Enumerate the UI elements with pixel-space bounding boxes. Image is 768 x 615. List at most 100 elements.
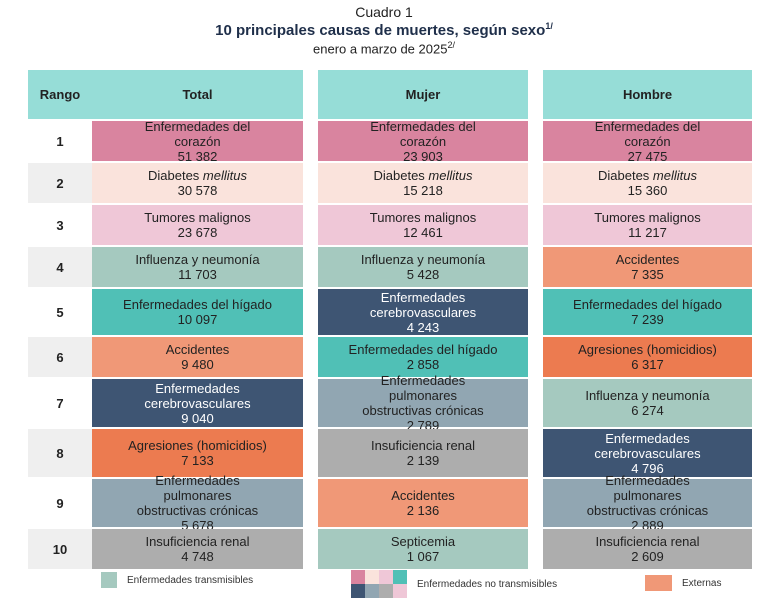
cause-name-text: Influenza y neumonía (135, 252, 260, 267)
cause-name-italic: mellitus (428, 168, 473, 183)
cause-cell: Agresiones (homicidios) 7 133 (92, 429, 303, 477)
cause-name: Enfermedades cerebrovasculares (370, 290, 476, 320)
death-count: 1 067 (406, 549, 440, 564)
cause-name-text: Enfermedades del hígado (123, 297, 272, 312)
cause-cell: Diabetes mellitus 15 218 (318, 163, 528, 203)
cause-name-italic: mellitus (652, 168, 697, 183)
swatch-square (393, 570, 407, 584)
death-count: 6 317 (631, 357, 664, 372)
death-count: 9 480 (181, 357, 214, 372)
cause-name-text: Diabetes (147, 168, 200, 183)
legend-label: Enfermedades transmisibles (127, 574, 254, 586)
cause-name-text: Enfermedades pulmonares obstructivas cró… (586, 473, 709, 518)
cause-name-italic: mellitus (202, 168, 247, 183)
cause-cell: Enfermedades pulmonares obstructivas cró… (318, 373, 528, 433)
cause-name: Enfermedades del corazón (571, 119, 724, 149)
cause-name-text: Tumores malignos (594, 210, 701, 225)
cause-cell: Tumores malignos 12 461 (318, 205, 528, 245)
cause-cell: Insuficiencia renal 2 139 (318, 429, 528, 477)
legend-swatch (351, 570, 407, 598)
cause-name: Enfermedades cerebrovasculares (144, 381, 250, 411)
column-header: Total (92, 70, 303, 119)
cause-cell: Enfermedades del hígado 2 858 (318, 337, 528, 377)
cause-name-text: Tumores malignos (144, 210, 251, 225)
death-count: 11 703 (178, 267, 217, 282)
cause-name: Tumores malignos (144, 210, 250, 225)
cause-name: Accidentes (391, 488, 455, 503)
title-text: 10 principales causas de muertes, según … (215, 22, 546, 39)
cause-name-text: Enfermedades del hígado (573, 297, 722, 312)
cause-name-text: Agresiones (homicidios) (578, 342, 717, 357)
cause-cell: Influenza y neumonía 11 703 (92, 247, 303, 287)
cause-name: Accidentes (616, 252, 680, 267)
cause-name: Enfermedades del corazón (346, 119, 500, 149)
cause-name-text: Tumores malignos (369, 210, 477, 225)
cause-cell: Enfermedades del corazón 23 903 (318, 119, 528, 164)
rank-cell: 4 (28, 247, 92, 287)
column-header: Mujer (318, 70, 528, 119)
cause-name-text: Influenza y neumonía (585, 388, 710, 403)
cause-name: Enfermedades pulmonares obstructivas cró… (571, 473, 724, 518)
cause-name: Diabetes mellitus (373, 168, 472, 183)
cause-name: Enfermedades del hígado (123, 297, 272, 312)
death-count: 2 136 (406, 503, 440, 518)
cause-name: Enfermedades del hígado (573, 297, 722, 312)
cause-cell: Septicemia 1 067 (318, 529, 528, 569)
cause-name: Septicemia (391, 534, 455, 549)
cause-cell: Accidentes 7 335 (543, 247, 752, 287)
death-count: 2 139 (406, 453, 440, 468)
legend-swatch (645, 575, 672, 591)
swatch-square (379, 570, 393, 584)
cause-name: Enfermedades pulmonares obstructivas cró… (120, 473, 275, 518)
cause-cell: Agresiones (homicidios) 6 317 (543, 337, 752, 377)
legend-label: Enfermedades no transmisibles (417, 578, 558, 590)
swatch-square (101, 572, 117, 588)
death-count: 4 796 (631, 460, 664, 476)
cause-cell: Tumores malignos 23 678 (92, 205, 303, 245)
cause-name: Tumores malignos (370, 210, 476, 225)
table-label: Cuadro 1 (355, 4, 413, 20)
rank-cell: 3 (28, 205, 92, 245)
death-count: 6 274 (631, 403, 664, 418)
death-count: 12 461 (403, 225, 443, 240)
death-count: 15 218 (403, 183, 443, 198)
swatch-square (365, 570, 379, 584)
death-count: 15 360 (627, 183, 668, 198)
cause-cell: Diabetes mellitus 30 578 (92, 163, 303, 203)
cause-cell: Enfermedades cerebrovasculares 4 796 (543, 429, 752, 477)
cause-cell: Insuficiencia renal 2 609 (543, 529, 752, 569)
cause-name: Diabetes mellitus (148, 168, 247, 183)
cause-cell: Insuficiencia renal 4 748 (92, 529, 303, 569)
cause-name-text: Accidentes (391, 488, 455, 503)
death-count: 4 748 (181, 549, 214, 564)
column-header: Hombre (543, 70, 752, 119)
cause-name-text: Enfermedades pulmonares obstructivas cró… (362, 373, 484, 418)
cause-cell: Enfermedades pulmonares obstructivas cró… (543, 473, 752, 533)
cause-name-text: Enfermedades del hígado (348, 342, 498, 357)
cause-name-text: Agresiones (homicidios) (128, 438, 267, 453)
cause-name-text: Septicemia (390, 534, 456, 549)
death-count: 2 858 (406, 357, 440, 372)
cause-cell: Enfermedades del hígado 7 239 (543, 289, 752, 335)
legend-label: Externas (682, 577, 722, 589)
swatch-square (379, 584, 393, 598)
cause-name: Tumores malignos (594, 210, 700, 225)
death-count: 7 133 (181, 453, 214, 468)
death-count: 9 040 (181, 410, 214, 426)
death-count: 5 428 (406, 267, 440, 282)
title-note: 1/ (545, 21, 553, 31)
rank-cell: 8 (28, 429, 92, 477)
cause-name: Enfermedades del hígado (349, 342, 498, 357)
cause-name-text: Enfermedades cerebrovasculares (594, 430, 701, 461)
swatch-square (351, 584, 365, 598)
rank-cell: 6 (28, 337, 92, 377)
cause-cell: Diabetes mellitus 15 360 (543, 163, 752, 203)
cause-name: Enfermedades cerebrovasculares (594, 431, 700, 461)
rank-cell: 5 (28, 289, 92, 335)
cause-cell: Accidentes 9 480 (92, 337, 303, 377)
death-count: 7 239 (631, 312, 664, 327)
cause-name: Accidentes (166, 342, 230, 357)
legend-item: Externas (645, 575, 721, 591)
title: 10 principales causas de muertes, según … (0, 21, 768, 39)
